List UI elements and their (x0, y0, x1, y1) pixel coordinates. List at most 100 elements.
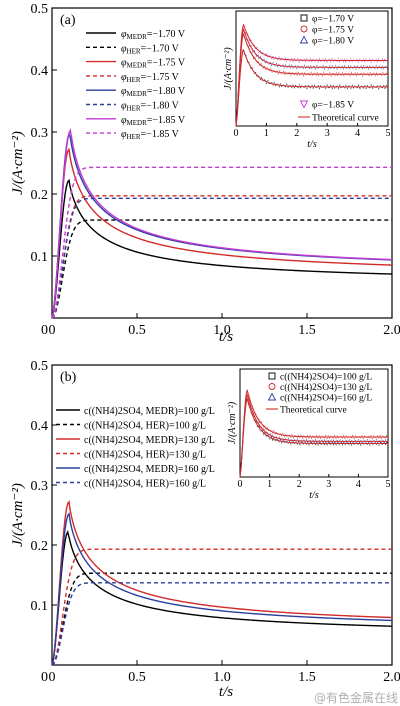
inset-legend-marker-a-1 (300, 25, 308, 33)
series-line-a-3 (51, 195, 392, 319)
series-line-b-2 (51, 499, 393, 666)
inset-theory-curve-a-3 (235, 23, 388, 127)
inset-theory-curve-b-0 (239, 397, 388, 478)
series-group-a (51, 127, 393, 319)
axis-ticks-b: 0 0.5 1.0 1.5 2.0 0.1 0.2 0.3 0.4 0.5 0 (31, 359, 400, 685)
legend-label-b-3: c((NH4)2SO4, HER)=130 g/L (84, 450, 206, 461)
inset-legend-marker-a-3 (299, 100, 309, 109)
inset-legend-marker-b-1 (268, 383, 276, 390)
inset-x-label-a: t/s (307, 139, 317, 150)
inset-b: 0 1 2 3 4 5t/sJ/(A·cm⁻²)c((NH4)2SO4)=100 g/Lc… (227, 368, 391, 501)
legend-label-a-7: φHER=−1.85 V (121, 129, 180, 141)
inset-legend-label-a-1: φ=−1.75 V (312, 26, 354, 36)
inset-x-tick-label-b-3: 3 (326, 479, 331, 490)
inset-x-tick-label-a-4: 4 (355, 128, 360, 139)
inset-legend-label-a-3: φ=−1.85 V (312, 101, 354, 111)
origin-label-a: 0 (41, 323, 48, 338)
legend-a: φMEDR=−1.70 V φHER=−1.70 V φMEDR=−1.75 V φH… (86, 29, 186, 141)
inset-x-tick-label-b-4: 4 (356, 479, 361, 490)
inset-theory-curve-b-2 (239, 393, 388, 478)
inset-theory-curve-a-1 (235, 32, 388, 127)
inset-x-tick-label-a-2: 2 (294, 128, 299, 139)
inset-legend-marker-a-0 (300, 14, 308, 22)
inset-legend-label-a-0: φ=−1.70 V (312, 15, 354, 25)
series-line-a-0 (51, 178, 393, 319)
x-tick-label-a-4: 2.0 (383, 323, 400, 338)
y-tick-label-b-3: 0.4 (31, 419, 49, 434)
inset-a: 0 1 2 3 4 5t/sJ/(A·cm⁻²)φ=−1.70 Vφ=−1.75 Vφ=−… (223, 10, 391, 150)
x-tick-label-a-2: 1.0 (213, 323, 231, 338)
y-tick-label-b-1: 0.2 (31, 539, 49, 554)
inset-x-label-b: t/s (309, 490, 319, 501)
legend-label-b-4: c((NH4)2SO4, MEDR)=160 g/L (84, 464, 215, 475)
x-axis-label-b: t/s (219, 684, 233, 700)
legend-label-a-1: φHER=−1.70 V (121, 43, 180, 55)
series-line-b-1 (51, 572, 392, 666)
series-line-b-5 (51, 582, 392, 666)
inset-x-tick-label-a-0: 0 (234, 128, 239, 139)
inset-exp-curve-b-2 (239, 395, 389, 476)
inset-legend-label-b-1: c((NH4)2SO4)=130 g/L (280, 382, 372, 393)
series-line-a-2 (51, 147, 393, 319)
y-tick-label-a-2: 0.3 (31, 126, 49, 141)
legend-label-b-2: c((NH4)2SO4, MEDR)=130 g/L (84, 435, 215, 446)
y-tick-label-b-2: 0.3 (31, 479, 49, 494)
inset-legend-label-b-0: c((NH4)2SO4)=100 g/L (280, 372, 372, 383)
series-line-b-3 (51, 548, 392, 666)
legend-label-b-1: c((NH4)2SO4, HER)=100 g/L (84, 421, 206, 432)
inset-legend-marker-a-2 (299, 35, 309, 44)
y-axis-label-a: J/(A·cm⁻²) (10, 131, 26, 195)
series-line-b-0 (51, 529, 393, 666)
series-line-a-4 (51, 131, 393, 319)
watermark: @有色金属在线 (314, 690, 398, 705)
inset-x-tick-label-b-0: 0 (238, 479, 243, 490)
y-tick-label-a-3: 0.4 (31, 64, 49, 79)
inset-frame-b (239, 368, 389, 478)
series-line-a-6 (51, 127, 393, 319)
legend-label-a-4: φMEDR=−1.80 V (121, 86, 186, 98)
inset-x-tick-label-a-1: 1 (264, 128, 269, 139)
inset-legend-label-a-4: Theoretical curve (312, 114, 379, 124)
inset-theory-curve-a-2 (235, 27, 388, 127)
legend-label-a-0: φMEDR=−1.70 V (121, 29, 186, 41)
origin-label-b: 0 (41, 670, 48, 685)
inset-legend-marker-b-2 (267, 392, 277, 401)
x-tick-label-a-3: 1.5 (298, 323, 316, 338)
inset-legend-marker-b-0 (268, 372, 276, 380)
series-line-a-7 (51, 166, 392, 319)
panel-label-b: (b) (60, 370, 77, 385)
x-tick-label-b-4: 2.0 (383, 670, 400, 685)
x-tick-label-b-0: 0 (49, 670, 56, 685)
inset-x-tick-label-b-5: 5 (386, 479, 391, 490)
y-tick-label-b-4: 0.5 (31, 359, 49, 374)
legend-label-b-5: c((NH4)2SO4, HER)=160 g/L (84, 479, 206, 490)
legend-label-a-3: φHER=−1.75 V (121, 72, 180, 84)
x-tick-label-b-3: 1.5 (298, 670, 316, 685)
inset-exp-curve-a-2 (235, 30, 389, 125)
x-tick-label-b-1: 0.5 (128, 670, 146, 685)
panel-b: (b) t/s J/(A·cm⁻²) 0 0.5 1.0 1.5 2.0 0.1 0.2 0.… (10, 359, 400, 700)
y-tick-label-a-1: 0.2 (31, 188, 49, 203)
axis-ticks-a: 0 0.5 1.0 1.5 2.0 0.1 0.2 0.3 0.4 0.5 0 (31, 2, 400, 338)
legend-label-a-6: φMEDR=−1.85 V (121, 115, 186, 127)
panel-label-a: (a) (60, 13, 76, 28)
inset-exp-curve-a-0 (235, 48, 389, 127)
legend-label-a-5: φHER=−1.80 V (121, 101, 180, 113)
inset-legend-label-b-3: Theoretical curve (280, 406, 347, 416)
y-tick-label-a-0: 0.1 (31, 250, 49, 265)
inset-exp-curve-a-3 (235, 25, 389, 126)
series-group-b (51, 499, 393, 666)
x-tick-label-a-1: 0.5 (128, 323, 146, 338)
legend-label-a-2: φMEDR=−1.75 V (121, 58, 186, 70)
y-tick-label-a-4: 0.5 (31, 2, 49, 17)
inset-legend-label-a-2: φ=−1.80 V (312, 37, 354, 47)
legend-label-b-0: c((NH4)2SO4, MEDR)=100 g/L (84, 406, 215, 417)
legend-b: c((NH4)2SO4, MEDR)=100 g/L c((NH4)2SO4, H… (56, 406, 215, 490)
inset-theory-curve-a-0 (235, 48, 388, 127)
inset-x-tick-label-b-1: 1 (267, 479, 272, 490)
x-tick-label-a-0: 0 (49, 323, 56, 338)
inset-x-tick-label-b-2: 2 (297, 479, 302, 490)
y-axis-label-b: J/(A·cm⁻²) (10, 483, 26, 547)
inset-exp-curve-b-0 (239, 397, 389, 478)
panel-a: (a) t/s J/(A·cm⁻²) 0 0.5 1.0 1.5 2.0 0.1 0.2 0.… (10, 2, 400, 345)
